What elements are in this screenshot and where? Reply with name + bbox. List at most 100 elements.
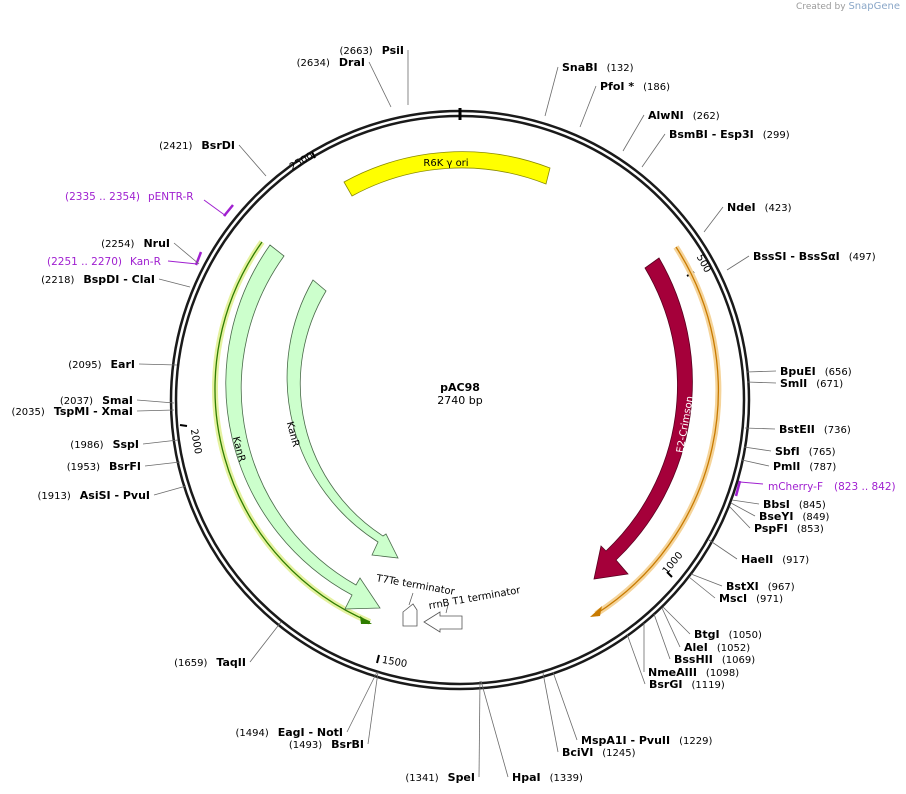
site-name: EagI - NotI bbox=[278, 726, 343, 739]
site-position: (1052) bbox=[717, 643, 750, 654]
site-connector bbox=[726, 255, 750, 271]
site-position: (2421) bbox=[159, 141, 192, 152]
site-name: BsmBI - Esp3I bbox=[669, 128, 754, 141]
site-connector bbox=[544, 66, 559, 117]
site-connector bbox=[743, 446, 772, 452]
site-connector bbox=[153, 485, 187, 496]
site-connector bbox=[367, 671, 379, 745]
ruler-tick-2000: 2000 bbox=[179, 424, 203, 455]
site-pmli: PmlI (787) bbox=[741, 459, 836, 473]
ruler-label-2500: 2500 bbox=[288, 151, 316, 173]
site-name: TaqII bbox=[216, 656, 246, 669]
site-position: (1341) bbox=[405, 773, 438, 784]
site-pspfi: PspFI (853) bbox=[729, 506, 824, 535]
site-connector bbox=[368, 61, 392, 108]
site-name: MscI bbox=[719, 592, 747, 605]
feature-kanr-inner: KanR bbox=[284, 279, 399, 559]
site-spei: (1341) SpeI bbox=[405, 680, 481, 784]
site-label: (2035) TspMI - XmaI bbox=[12, 405, 133, 418]
site-connector bbox=[622, 114, 645, 152]
site-connector bbox=[144, 461, 181, 467]
site-label: BstEII (736) bbox=[779, 423, 851, 436]
site-name: HpaI bbox=[512, 771, 541, 784]
site-connector bbox=[641, 133, 666, 168]
site-position: (853) bbox=[797, 524, 824, 535]
site-name: BsrDI bbox=[201, 139, 235, 152]
site-name: EarI bbox=[111, 358, 135, 371]
site-smli: SmlI (671) bbox=[746, 377, 843, 390]
ruler-label-2000: 2000 bbox=[188, 428, 203, 455]
site-label: BstXI (967) bbox=[726, 580, 795, 593]
feature-highlight-green-tip bbox=[360, 616, 372, 624]
site-position: (423) bbox=[765, 203, 792, 214]
site-label: PspFI (853) bbox=[754, 522, 824, 535]
site-nrui: (2254) NruI bbox=[101, 237, 200, 265]
site-connector bbox=[542, 672, 559, 753]
site-name: TspMI - XmaI bbox=[54, 405, 133, 418]
site-connector bbox=[730, 502, 756, 517]
site-alwni: AlwNI (262) bbox=[622, 109, 720, 152]
site-label: AleI (1052) bbox=[684, 641, 750, 654]
site-name: BssHII bbox=[674, 653, 713, 666]
site-position: (1245) bbox=[602, 748, 635, 759]
site-pfoi: PfoI * (186) bbox=[579, 80, 670, 128]
site-position: (1339) bbox=[550, 773, 583, 784]
site-hpai: HpaI (1339) bbox=[480, 680, 583, 784]
restriction-sites: (2663) PsiI (2634) DraI SnaBI (132) PfoI * (186… bbox=[12, 44, 876, 784]
site-name: AleI bbox=[684, 641, 708, 654]
site-bsteii: BstEII (736) bbox=[744, 423, 851, 436]
site-drai: (2634) DraI bbox=[297, 56, 392, 108]
site-label: SbfI (765) bbox=[775, 445, 836, 458]
site-label: (2095) EarI bbox=[68, 358, 135, 371]
site-position: (1494) bbox=[235, 728, 268, 739]
site-bspdi-clai: (2218) BspDI - ClaI bbox=[41, 273, 191, 288]
site-connector bbox=[746, 370, 777, 373]
site-bsrgi: BsrGI (1119) bbox=[626, 633, 725, 691]
site-label: NmeAIII (1098) bbox=[648, 666, 739, 679]
site-name: SpeI bbox=[448, 771, 475, 784]
site-label: MscI (971) bbox=[719, 592, 783, 605]
site-position: (1659) bbox=[174, 658, 207, 669]
site-connector bbox=[238, 144, 267, 177]
site-position: (1229) bbox=[679, 736, 712, 747]
site-position: (299) bbox=[763, 130, 790, 141]
site-name: NdeI bbox=[727, 201, 756, 214]
site-name: SmaI bbox=[102, 394, 133, 407]
site-connector bbox=[688, 576, 716, 599]
site-connector bbox=[708, 539, 738, 560]
site-position: (845) bbox=[799, 500, 826, 511]
site-position: (1069) bbox=[722, 655, 755, 666]
plasmid-name: pAC98 bbox=[440, 381, 480, 394]
feature-label-t7te: T7Te terminator bbox=[374, 573, 456, 598]
site-label: BseYI (849) bbox=[759, 510, 829, 523]
site-msci: MscI (971) bbox=[688, 576, 783, 605]
site-name: SnaBI bbox=[562, 61, 598, 74]
site-name: BtgI bbox=[694, 628, 720, 641]
site-label: HpaI (1339) bbox=[512, 771, 583, 784]
site-bsrfi: (1953) BsrFI bbox=[67, 460, 181, 473]
site-connector bbox=[138, 363, 178, 366]
feature-highlight-orange-tip bbox=[590, 606, 602, 617]
site-name: SmlI bbox=[780, 377, 807, 390]
site-bstxi: BstXI (967) bbox=[690, 573, 795, 593]
site-name: AlwNI bbox=[648, 109, 684, 122]
site-name: PmlI bbox=[773, 460, 800, 473]
site-name: BseYI bbox=[759, 510, 793, 523]
site-connector bbox=[136, 399, 175, 404]
site-label: BpuEI (656) bbox=[780, 365, 852, 378]
site-alei: AleI (1052) bbox=[661, 607, 750, 654]
site-position: (1913) bbox=[38, 491, 71, 502]
site-label: (1986) SspI bbox=[70, 438, 139, 451]
site-label: (2634) DraI bbox=[297, 56, 365, 69]
site-bsshii: BssHII (1069) bbox=[653, 613, 755, 666]
site-position: (2218) bbox=[41, 275, 74, 286]
site-label: (2421) BsrDI bbox=[159, 139, 235, 152]
site-name: BssSI - BssSαI bbox=[753, 250, 840, 263]
site-taqii: (1659) TaqII bbox=[174, 621, 282, 669]
primer-range-pentr-r: (2335 .. 2354) bbox=[65, 191, 140, 203]
feature-highlight-green-line bbox=[214, 241, 371, 623]
site-tspmi-xmai: (2035) TspMI - XmaI bbox=[12, 405, 175, 418]
ruler-tick-2500: 2500 bbox=[288, 151, 316, 173]
site-position: (497) bbox=[849, 252, 876, 263]
feature-label-r6k-ori: R6K γ ori bbox=[423, 158, 468, 169]
